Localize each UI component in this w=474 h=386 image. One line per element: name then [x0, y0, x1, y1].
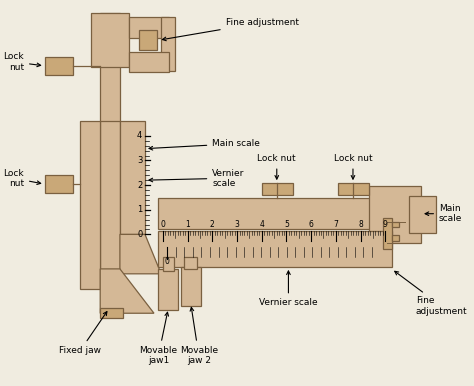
- Bar: [181, 267, 201, 306]
- Bar: [163, 257, 173, 271]
- Bar: [158, 269, 178, 310]
- Bar: [383, 218, 392, 249]
- Bar: [45, 57, 73, 75]
- Text: 3: 3: [235, 220, 239, 229]
- Text: Main scale: Main scale: [149, 139, 260, 150]
- Bar: [129, 17, 169, 38]
- Bar: [100, 13, 120, 279]
- Text: 3: 3: [137, 156, 142, 165]
- Bar: [158, 232, 392, 267]
- Text: 4: 4: [137, 131, 142, 141]
- Bar: [369, 186, 421, 243]
- Text: 1: 1: [137, 205, 142, 214]
- Bar: [100, 308, 123, 318]
- Bar: [392, 222, 399, 227]
- Text: Movable
jaw1: Movable jaw1: [139, 312, 178, 365]
- Polygon shape: [100, 269, 154, 313]
- Text: Vernier
scale: Vernier scale: [149, 169, 245, 188]
- Text: 0: 0: [161, 220, 165, 229]
- Text: 2: 2: [137, 181, 142, 190]
- Text: Main
scale: Main scale: [425, 204, 463, 223]
- Text: 8: 8: [358, 220, 363, 229]
- Bar: [338, 183, 369, 195]
- Text: Fine adjustment: Fine adjustment: [163, 18, 299, 41]
- Text: Fixed jaw: Fixed jaw: [59, 312, 107, 355]
- Text: Movable
jaw 2: Movable jaw 2: [180, 307, 218, 365]
- Text: 9: 9: [383, 220, 388, 229]
- Text: Lock
nut: Lock nut: [3, 169, 41, 188]
- Text: 0: 0: [137, 230, 142, 239]
- Text: Lock
nut: Lock nut: [3, 52, 41, 72]
- Polygon shape: [120, 234, 161, 274]
- Bar: [392, 235, 399, 241]
- Text: 1: 1: [185, 220, 190, 229]
- Text: 0: 0: [165, 257, 170, 266]
- Bar: [45, 175, 73, 193]
- Text: Lock nut: Lock nut: [257, 154, 296, 179]
- Bar: [410, 196, 437, 234]
- Bar: [158, 198, 383, 229]
- Bar: [129, 52, 169, 72]
- Bar: [120, 121, 145, 234]
- Bar: [184, 257, 197, 269]
- Text: 2: 2: [210, 220, 215, 229]
- Text: 7: 7: [333, 220, 338, 229]
- Text: Vernier scale: Vernier scale: [259, 271, 318, 308]
- Text: Fine
adjustment: Fine adjustment: [395, 271, 467, 316]
- Text: 4: 4: [259, 220, 264, 229]
- Bar: [100, 121, 120, 289]
- Bar: [91, 13, 129, 67]
- Text: Lock nut: Lock nut: [334, 154, 372, 179]
- Text: 6: 6: [309, 220, 314, 229]
- Bar: [262, 183, 293, 195]
- Bar: [81, 121, 100, 289]
- Bar: [161, 17, 175, 71]
- Text: 5: 5: [284, 220, 289, 229]
- Bar: [139, 30, 157, 50]
